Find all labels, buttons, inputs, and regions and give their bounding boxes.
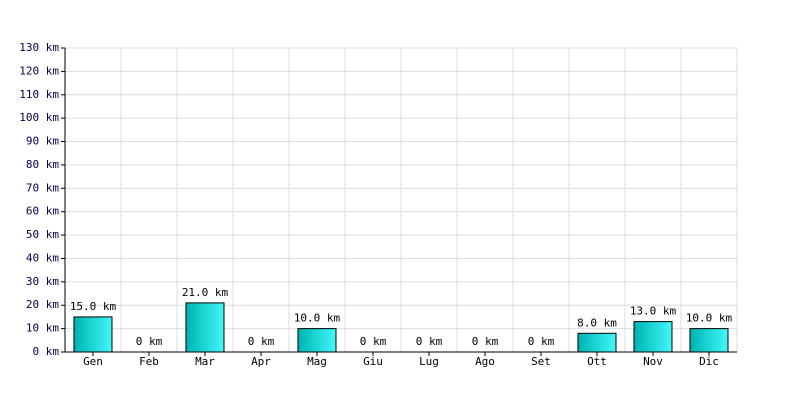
- x-tick-label: Mar: [195, 355, 215, 368]
- y-tick-label: 100 km: [19, 111, 59, 124]
- value-label: 13.0 km: [630, 305, 677, 318]
- value-label: 21.0 km: [182, 286, 229, 299]
- y-tick-label: 120 km: [19, 64, 59, 77]
- value-label: 0 km: [528, 335, 555, 348]
- y-tick-label: 20 km: [26, 298, 59, 311]
- bar: [185, 302, 225, 353]
- value-label: 0 km: [360, 335, 387, 348]
- bar: [577, 332, 617, 353]
- y-tick-label: 130 km: [19, 41, 59, 54]
- x-tick-label: Set: [531, 355, 551, 368]
- y-tick-label: 50 km: [26, 228, 59, 241]
- value-label: 0 km: [136, 335, 163, 348]
- x-tick-label: Apr: [251, 355, 271, 368]
- value-label: 8.0 km: [577, 316, 617, 329]
- value-label: 10.0 km: [294, 312, 341, 325]
- bar: [297, 328, 337, 353]
- value-label: 15.0 km: [70, 300, 117, 313]
- value-label: 0 km: [472, 335, 499, 348]
- x-tick-label: Ott: [587, 355, 607, 368]
- y-tick-label: 30 km: [26, 275, 59, 288]
- value-label: 0 km: [248, 335, 275, 348]
- y-tick-label: 10 km: [26, 322, 59, 335]
- y-tick-label: 40 km: [26, 251, 59, 264]
- y-tick-label: 70 km: [26, 181, 59, 194]
- y-tick-label: 60 km: [26, 205, 59, 218]
- x-tick-label: Gen: [83, 355, 103, 368]
- value-label: 0 km: [416, 335, 443, 348]
- bar: [689, 328, 729, 353]
- bar: [633, 321, 673, 353]
- y-tick-label: 90 km: [26, 135, 59, 148]
- x-tick-label: Dic: [699, 355, 719, 368]
- y-tick-label: 0 km: [33, 345, 60, 358]
- y-tick-label: 80 km: [26, 158, 59, 171]
- x-tick-label: Nov: [643, 355, 663, 368]
- x-tick-label: Giu: [363, 355, 383, 368]
- y-tick-label: 110 km: [19, 88, 59, 101]
- bar: [73, 316, 113, 353]
- x-tick-label: Lug: [419, 355, 439, 368]
- x-tick-label: Ago: [475, 355, 495, 368]
- value-label: 10.0 km: [686, 312, 733, 325]
- x-tick-label: Feb: [139, 355, 159, 368]
- x-tick-label: Mag: [307, 355, 327, 368]
